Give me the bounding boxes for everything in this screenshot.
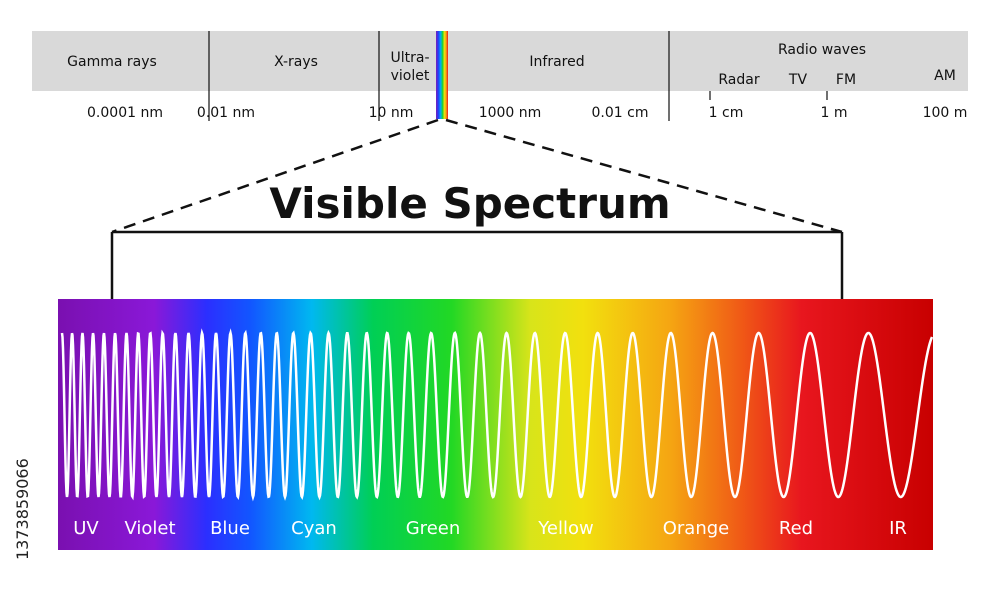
page-title: Visible Spectrum [269, 179, 670, 228]
radio-sub-radar: Radar [718, 72, 759, 88]
tick-label: 1000 nm [479, 105, 542, 121]
region-uv-line1: Ultra- [390, 50, 429, 66]
tick-label: 1 cm [709, 105, 744, 121]
spectrum-label-yellow: Yellow [537, 518, 593, 539]
tick-label: 10 nm [369, 105, 414, 121]
bracket [110, 230, 844, 300]
spectrum-label-green: Green [406, 518, 461, 539]
band-dividers [208, 31, 670, 121]
radio-sub-am: AM [934, 68, 956, 84]
region-uv-line2: violet [391, 68, 430, 84]
radio-sub-tv: TV [788, 72, 808, 88]
spectrum-label-ir: IR [889, 518, 907, 539]
tick-label: 0.01 cm [592, 105, 649, 121]
region-xray: X-rays [274, 54, 318, 70]
region-infrared: Infrared [529, 54, 584, 70]
spectrum-label-orange: Orange [663, 518, 730, 539]
spectrum-label-red: Red [779, 518, 813, 539]
spectrum-label-uv: UV [73, 518, 99, 539]
region-gamma: Gamma rays [67, 54, 157, 70]
visible-rainbow-stripe [436, 31, 448, 119]
wave-line [60, 328, 934, 502]
spectrum-label-violet: Violet [124, 518, 175, 539]
side-id-text: 1373859066 [13, 458, 32, 560]
em-band [32, 31, 968, 91]
spectrum-label-blue: Blue [210, 518, 250, 539]
radio-sub-fm: FM [836, 72, 856, 88]
tick-label: 100 m [923, 105, 968, 121]
tick-label: 0.01 nm [197, 105, 255, 121]
spectrum-label-cyan: Cyan [291, 518, 337, 539]
tick-label: 0.0001 nm [87, 105, 163, 121]
zoom-lines [111, 118, 843, 234]
tick-label: 1 m [821, 105, 848, 121]
region-radio: Radio waves [778, 42, 866, 58]
tick-marks [709, 91, 828, 100]
